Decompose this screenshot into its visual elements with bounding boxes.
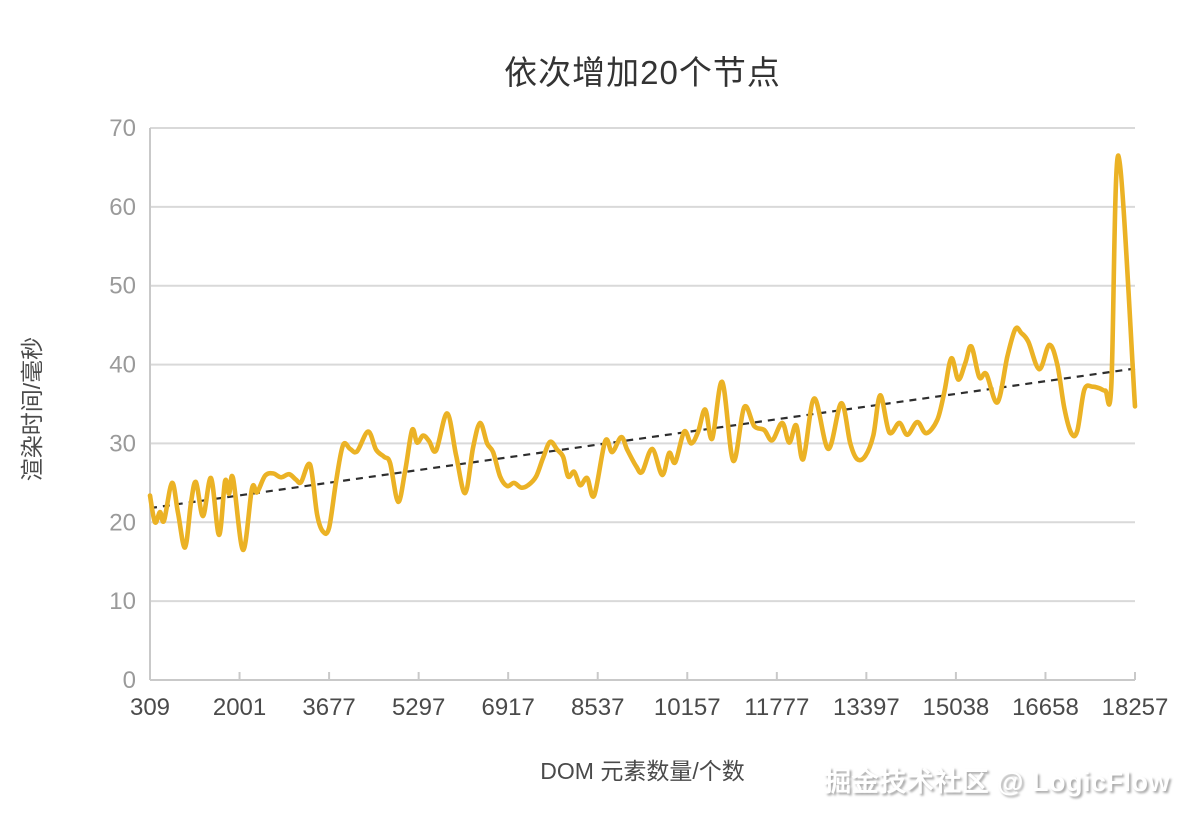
x-tick-label: 15038 — [923, 694, 990, 721]
x-tick-label: 309 — [130, 694, 170, 721]
x-tick-label: 16658 — [1012, 694, 1079, 721]
x-tick-label: 5297 — [392, 694, 445, 721]
watermark: 掘金技术社区 @ LogicFlow — [824, 767, 1170, 797]
y-tick-label: 70 — [109, 115, 136, 142]
y-tick-label: 20 — [109, 509, 136, 536]
x-tick-label: 10157 — [654, 694, 721, 721]
x-tick-label: 13397 — [833, 694, 900, 721]
x-tick-label: 18257 — [1102, 694, 1169, 721]
x-axis-title: DOM 元素数量/个数 — [540, 758, 745, 784]
y-tick-label: 40 — [109, 352, 136, 379]
x-tick-label: 6917 — [481, 694, 534, 721]
x-tick-label: 11777 — [744, 694, 809, 721]
x-tick-label: 3677 — [302, 694, 355, 721]
x-tick-label: 8537 — [571, 694, 624, 721]
y-tick-label: 0 — [123, 667, 136, 694]
y-tick-label: 30 — [109, 430, 136, 457]
y-tick-label: 50 — [109, 273, 136, 300]
y-tick-label: 60 — [109, 194, 136, 221]
data-line — [147, 153, 1138, 553]
x-tick-label: 2001 — [213, 694, 266, 721]
chart-title: 依次增加20个节点 — [504, 54, 781, 91]
trend-line — [149, 367, 1136, 510]
y-axis-title: 渲染时间/毫秒 — [19, 336, 45, 482]
y-tick-label: 10 — [109, 588, 136, 615]
